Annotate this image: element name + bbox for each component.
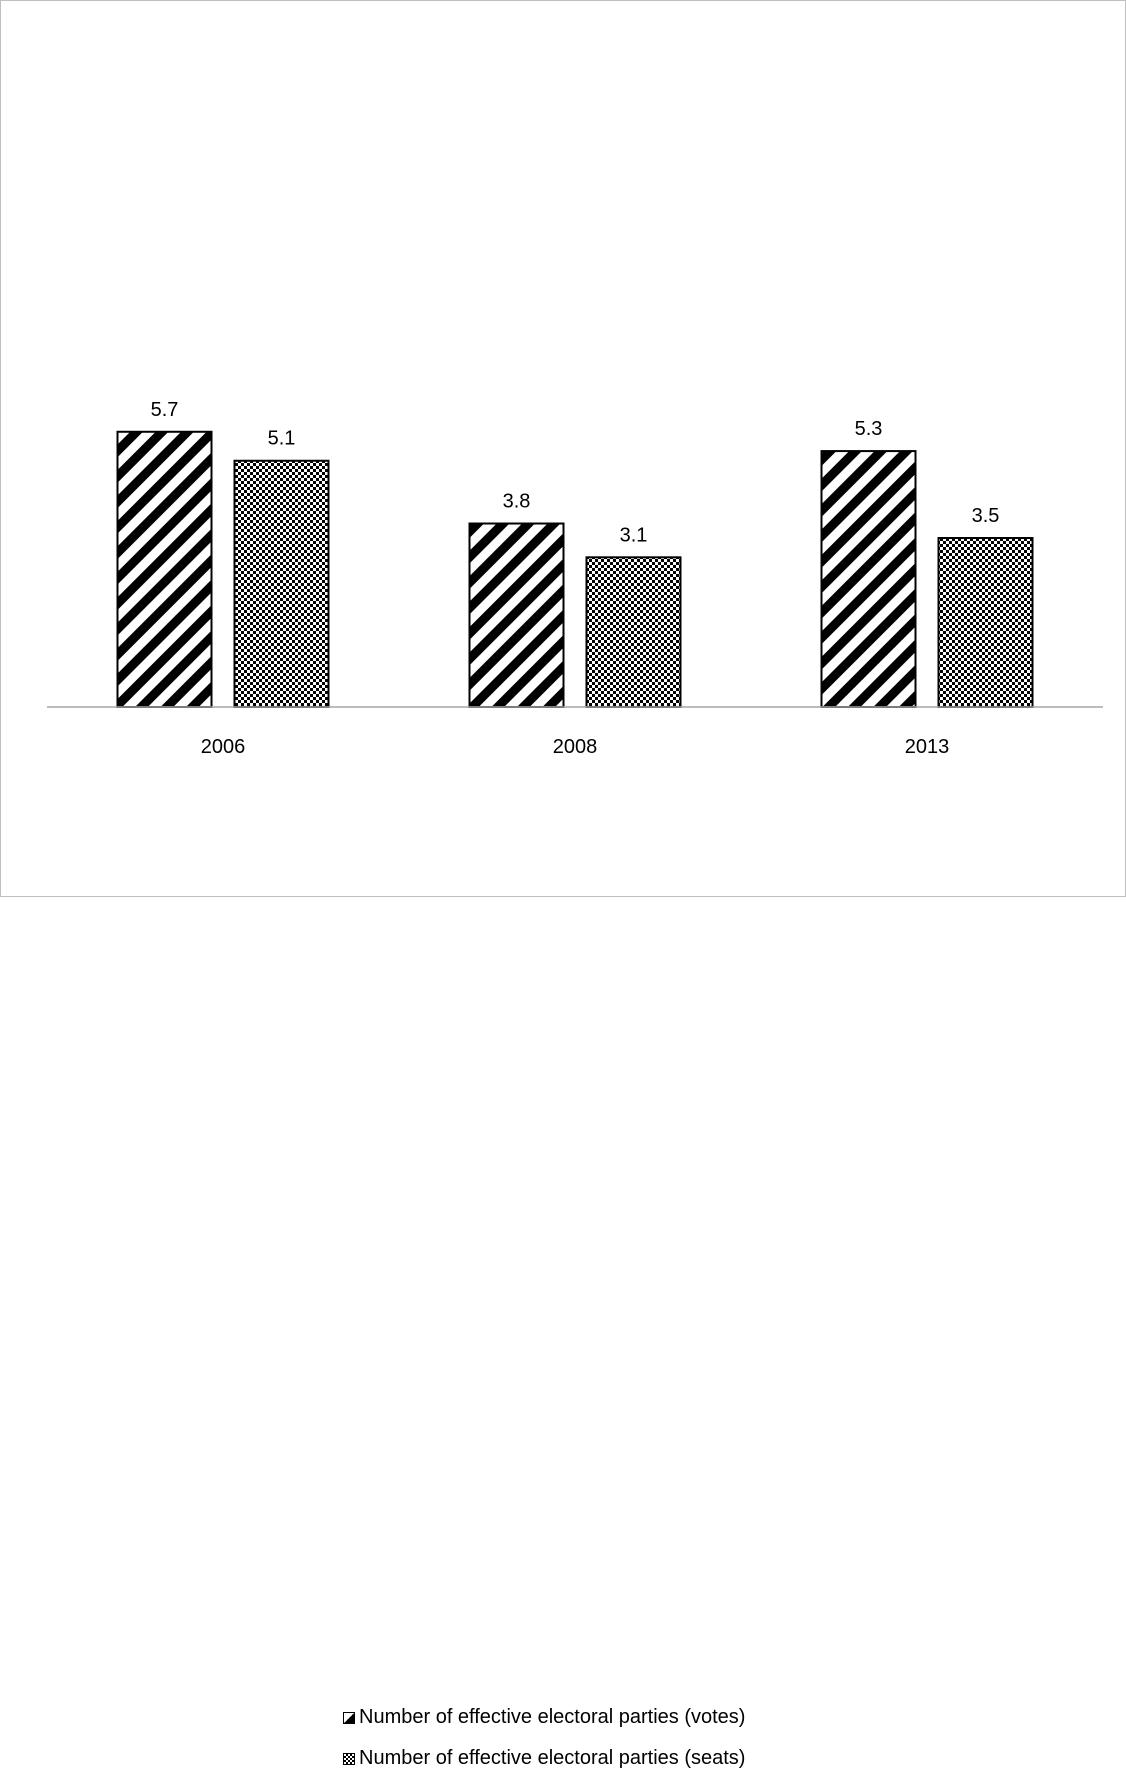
data-labels-layer: 5.7 5.1 3.8 3.1 5.3 3.5 — [151, 399, 1000, 547]
legend-label-votes: Number of effective electoral parties (v… — [359, 1706, 746, 1728]
bar-votes-2013 — [820, 450, 917, 709]
x-tick-label-2008: 2008 — [553, 736, 598, 758]
bar-seats-2008 — [585, 556, 682, 708]
bar-seats-2013 — [937, 537, 1034, 708]
bar-votes-2006 — [116, 430, 213, 708]
chart-plot: 5.7 5.1 3.8 3.1 5.3 3.5 2006 2008 2013 — [47, 399, 1103, 758]
data-label-votes-2006: 5.7 — [151, 399, 179, 421]
x-tick-label-2006: 2006 — [201, 736, 246, 758]
data-label-seats-2008: 3.1 — [620, 524, 648, 546]
data-label-votes-2013: 5.3 — [855, 418, 883, 440]
bar-seats-2006 — [233, 459, 330, 708]
x-tick-label-2013: 2013 — [905, 736, 950, 758]
bars-layer — [116, 430, 1034, 709]
x-tick-labels: 2006 2008 2013 — [201, 736, 950, 758]
legend-label-seats: Number of effective electoral parties (s… — [359, 1747, 746, 1769]
legend-item-seats: Number of effective electoral parties (s… — [343, 1747, 745, 1770]
legend-swatch-votes — [343, 1711, 355, 1724]
data-label-votes-2008: 3.8 — [503, 491, 531, 513]
data-label-seats-2013: 3.5 — [972, 505, 1000, 527]
legend-item-votes: Number of effective electoral parties (v… — [343, 1706, 745, 1729]
bar-votes-2008 — [468, 522, 565, 708]
legend-swatch-seats — [343, 1752, 355, 1765]
data-label-seats-2006: 5.1 — [268, 428, 296, 450]
